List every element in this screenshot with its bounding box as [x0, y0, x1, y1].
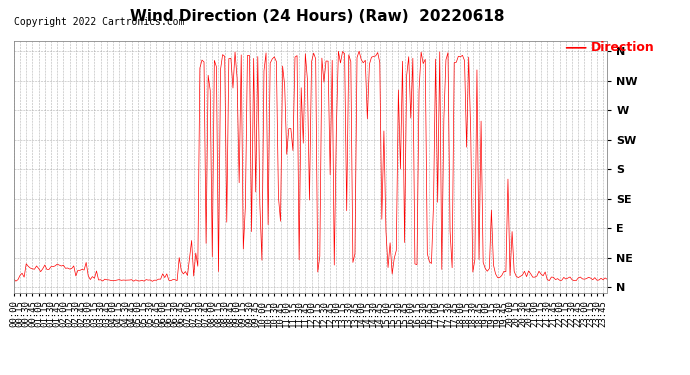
Text: Wind Direction (24 Hours) (Raw)  20220618: Wind Direction (24 Hours) (Raw) 20220618	[130, 9, 504, 24]
Text: Copyright 2022 Cartronics.com: Copyright 2022 Cartronics.com	[14, 17, 184, 27]
Text: Direction: Direction	[591, 41, 654, 54]
